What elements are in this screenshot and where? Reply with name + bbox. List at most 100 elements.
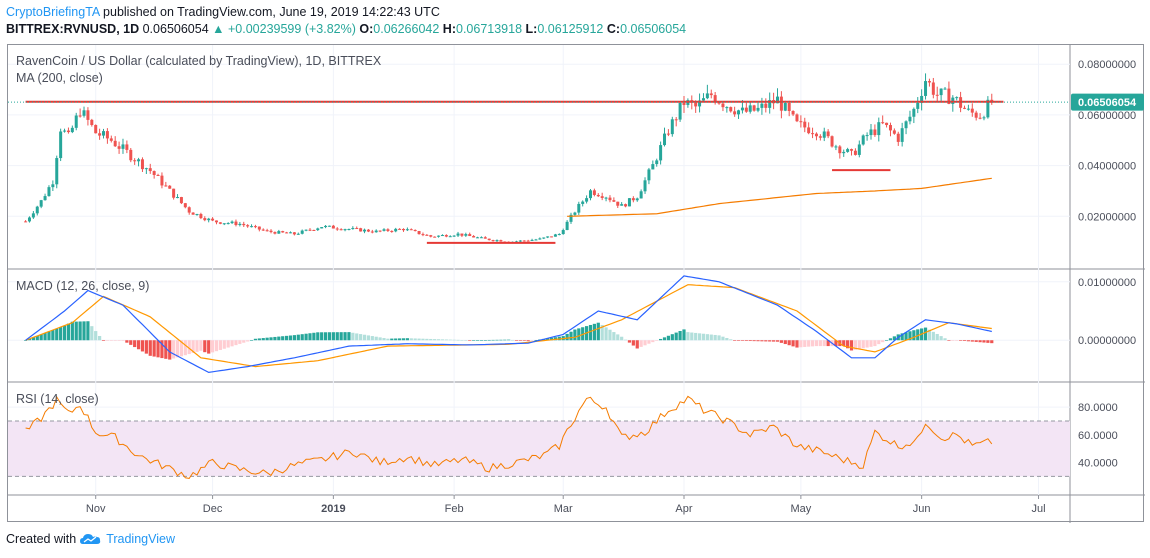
price-axis-labels: 0.08000000 0.06000000 0.04000000 0.02000000… — [1078, 59, 1136, 469]
publish-line: CryptoBriefingTA published on TradingVie… — [6, 4, 686, 21]
macd-histogram-bar — [986, 340, 990, 343]
macd-histogram-bar — [382, 338, 386, 341]
macd-histogram-bar — [429, 338, 433, 341]
macd-pane-title[interactable]: MACD (12, 26, close, 9) — [16, 279, 149, 293]
macd-histogram-bar — [881, 340, 885, 343]
macd-histogram-bar — [66, 323, 71, 341]
macd-histogram-bar — [355, 333, 359, 341]
macd-histogram-bar — [156, 340, 160, 358]
candle-body — [744, 107, 748, 112]
candle-body — [495, 240, 499, 242]
candle-body — [853, 150, 857, 155]
candle-body — [647, 169, 651, 181]
candle-body — [366, 229, 370, 232]
chart-frame[interactable]: 0.08000000 0.06000000 0.04000000 0.02000000… — [7, 44, 1145, 523]
macd-histogram-bar — [842, 340, 846, 347]
macd-histogram-bar — [713, 334, 717, 341]
candle-body — [947, 88, 951, 104]
macd-histogram-bar — [694, 332, 698, 341]
candle-body — [760, 103, 764, 108]
candle-body — [191, 212, 195, 215]
candle-body — [214, 220, 218, 223]
candle-body — [386, 229, 390, 231]
macd-histogram-bar — [736, 340, 741, 341]
macd-histogram-bar — [78, 321, 82, 341]
macd-histogram-bar — [651, 340, 655, 343]
candle-body — [277, 231, 281, 234]
macd-histogram-bar — [51, 330, 55, 341]
macd-histogram-bar — [623, 339, 628, 341]
macd-histogram-bar — [487, 339, 491, 341]
macd-histogram-bar — [277, 336, 281, 341]
macd-histogram-bar — [892, 336, 896, 341]
candle-body — [351, 228, 355, 230]
candle-body — [35, 206, 39, 214]
macd-histogram-bar — [939, 336, 943, 341]
close-label: C: — [606, 22, 621, 36]
ma-indicator-label[interactable]: MA (200, close) — [16, 71, 103, 85]
macd-histogram-bar — [733, 340, 737, 341]
macd-histogram-bar — [596, 322, 600, 341]
candle-body — [627, 198, 631, 207]
macd-histogram-bar — [510, 339, 515, 341]
macd-histogram-bar — [249, 340, 254, 341]
candle-body — [803, 121, 807, 128]
rsi-series — [25, 395, 993, 479]
macd-histogram-bar — [869, 340, 873, 347]
tradingview-brand-link[interactable]: TradingView — [106, 532, 175, 546]
candle-body — [892, 130, 896, 134]
macd-histogram-bar — [175, 340, 180, 358]
candle-body — [896, 133, 900, 142]
candle-body — [27, 217, 31, 222]
macd-histogram-bar — [791, 340, 795, 347]
candle-body — [846, 149, 850, 152]
candle-body — [881, 122, 885, 124]
support-resistance-lines[interactable] — [8, 100, 1070, 244]
candle-body — [639, 191, 643, 199]
macd-histogram-bar — [433, 339, 437, 341]
candle-body — [970, 108, 974, 113]
macd-histogram-bar — [27, 338, 32, 341]
candle-body — [546, 236, 550, 238]
candle-body — [460, 233, 464, 236]
macd-histogram-bar — [246, 340, 250, 342]
rsi-pane-title[interactable]: RSI (14, close) — [16, 392, 99, 406]
macd-histogram-bar — [495, 339, 499, 341]
candle-body — [327, 225, 331, 227]
candle-body — [818, 136, 822, 138]
macd-histogram-bar — [59, 327, 63, 341]
candle-body — [257, 226, 261, 230]
candle-body — [179, 197, 183, 204]
candle-body — [616, 201, 620, 206]
candle-body — [643, 180, 647, 192]
candle-body — [912, 108, 916, 117]
candle-body — [779, 96, 783, 111]
candle-body — [713, 95, 717, 103]
candle-body — [203, 218, 207, 221]
candle-body — [920, 95, 924, 103]
candle-body — [437, 235, 441, 237]
candle-body — [90, 119, 94, 126]
candle-body — [43, 196, 47, 201]
macd-histogram-bar — [238, 340, 242, 344]
chart-canvas[interactable]: 0.08000000 0.06000000 0.04000000 0.02000000… — [8, 45, 1145, 523]
macd-histogram-bar — [308, 333, 312, 341]
rsi-band — [8, 420, 1070, 477]
macd-histogram-bar — [846, 340, 850, 349]
macd-histogram-bar — [343, 332, 347, 341]
macd-histogram-bar — [526, 340, 530, 342]
macd-histogram-bar — [397, 338, 402, 341]
macd-histogram-bar — [639, 340, 643, 347]
candle-body — [811, 133, 815, 135]
author-link[interactable]: CryptoBriefingTA — [6, 5, 100, 19]
macd-histogram-bar — [752, 340, 756, 342]
macd-histogram-bar — [588, 324, 593, 341]
candle-body — [978, 117, 982, 119]
macd-histogram-bar — [39, 334, 43, 341]
candle-body — [499, 240, 503, 242]
macd-histogram-bar — [756, 340, 760, 342]
macd-histogram-bar — [908, 331, 912, 341]
macd-histogram-bar — [292, 335, 297, 341]
macd-histogram-bar — [160, 340, 164, 359]
candle-body — [226, 223, 230, 225]
